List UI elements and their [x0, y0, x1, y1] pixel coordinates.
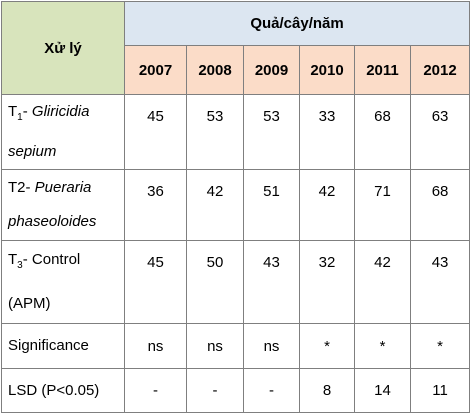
row-label-prefix: T: [8, 103, 18, 120]
table-cell: 11: [409, 368, 471, 413]
table-cell: *: [299, 323, 355, 369]
table-cell: 71: [354, 169, 411, 241]
row-label-dash: -: [22, 103, 32, 120]
table-cell: 53: [243, 94, 300, 170]
row-label-name: Control (APM): [8, 251, 81, 312]
table-cell: 51: [243, 169, 300, 241]
table-cell: *: [409, 323, 471, 369]
table-cell: -: [243, 368, 300, 413]
table-cell: *: [354, 323, 411, 369]
table-cell: 42: [354, 240, 411, 324]
row-label-lsd: LSD (P<0.05): [1, 368, 125, 413]
fruit-per-tree-per-year-header: Quả/cây/năm: [123, 1, 471, 46]
table-cell: 32: [299, 240, 355, 324]
table-cell: 50: [186, 240, 244, 324]
table-cell: 68: [409, 169, 471, 241]
table-cell: ns: [243, 323, 300, 369]
table-cell: 53: [186, 94, 244, 170]
table-cell: ns: [124, 323, 187, 369]
table-cell: 42: [299, 169, 355, 241]
row-label-subscript: 1: [17, 112, 23, 123]
header-row-group: Xử lý Quả/cây/năm: [1, 1, 471, 95]
table-cell: ns: [186, 323, 244, 369]
table-cell: 36: [124, 169, 187, 241]
year-header: 2007: [124, 45, 187, 95]
table-cell: 45: [124, 240, 187, 324]
year-header: 2008: [186, 45, 244, 95]
table-cell: -: [124, 368, 187, 413]
year-header: 2012: [409, 45, 471, 95]
year-header: 2009: [243, 45, 300, 95]
table-row: T2- Pueraria phaseoloides 36 42 51 42 71…: [1, 169, 471, 241]
table-cell: 45: [124, 94, 187, 170]
row-label-significance: Significance: [1, 323, 125, 369]
row-label-t2: T2- Pueraria phaseoloides: [1, 169, 125, 241]
table-row: LSD (P<0.05) - - - 8 14 11: [1, 368, 471, 413]
year-header: 2010: [299, 45, 355, 95]
table-cell: 43: [243, 240, 300, 324]
table-cell: 33: [299, 94, 355, 170]
table-row: T1- Gliricidia sepium 45 53 53 33 68 63: [1, 94, 471, 170]
table-cell: -: [186, 368, 244, 413]
row-label-prefix: T2-: [8, 179, 35, 196]
table-cell: 43: [409, 240, 471, 324]
header-row-years: 2007 2008 2009 2010 2011 2012: [2, 45, 471, 95]
row-label-species: Gliricidia sepium: [8, 103, 90, 160]
row-label-prefix: T: [8, 251, 18, 268]
row-label-species: Pueraria phaseoloides: [8, 179, 97, 230]
table-cell: 14: [354, 368, 411, 413]
table-cell: 68: [354, 94, 411, 170]
table-row: Significance ns ns ns * * *: [1, 323, 471, 369]
row-label-dash: -: [22, 251, 32, 268]
table-cell: 42: [186, 169, 244, 241]
table-row: T3- Control (APM) 45 50 43 32 42 43: [1, 240, 471, 324]
row-label-subscript: 3: [17, 260, 23, 271]
table-cell: 63: [409, 94, 471, 170]
year-header: 2011: [354, 45, 411, 95]
row-label-t3: T3- Control (APM): [1, 240, 125, 324]
row-label-t1: T1- Gliricidia sepium: [1, 94, 125, 170]
table-cell: 8: [299, 368, 355, 413]
treatment-header: Xử lý: [1, 1, 125, 95]
